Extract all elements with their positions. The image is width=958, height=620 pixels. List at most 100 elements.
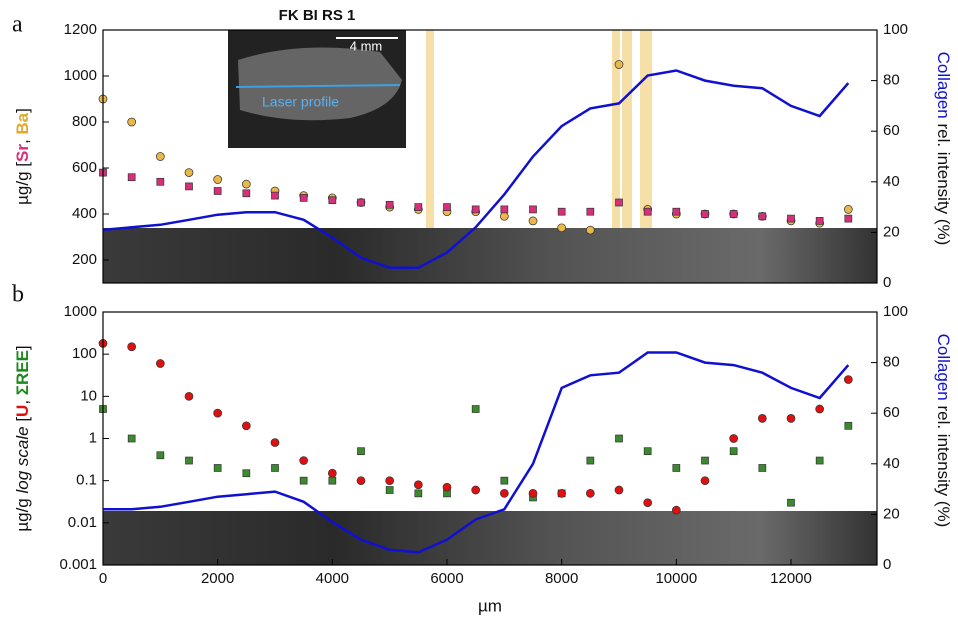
data-point (844, 214, 853, 223)
y2-tick-label: 100 (883, 21, 908, 38)
data-point (156, 177, 165, 186)
collagen-line (102, 69, 850, 270)
data-point (184, 168, 194, 177)
y2-axis-title-part: rel. intensity (%) (934, 401, 953, 528)
x-tick-label: 10000 (655, 570, 697, 587)
data-point (787, 498, 795, 507)
panel-label: b (12, 282, 24, 308)
bone-strip (103, 511, 877, 565)
data-point (615, 198, 623, 207)
data-point (815, 217, 824, 225)
highlight-bands (426, 30, 652, 228)
data-point (241, 179, 251, 189)
y-axis-title-part: µg/g [ (13, 162, 32, 205)
data-point (413, 480, 423, 490)
data-point (729, 434, 739, 443)
data-point (127, 117, 137, 127)
plot-frame (102, 29, 878, 284)
y-tick-label: 1200 (64, 21, 97, 38)
y-axis-title: µg/g log scale [U, ΣREE] (13, 345, 32, 531)
data-point (471, 205, 480, 214)
y2-tick-label: 40 (883, 173, 900, 190)
data-point (242, 189, 251, 198)
data-point (729, 447, 738, 456)
y-tick-label: 1 (89, 429, 97, 446)
data-point (184, 391, 194, 401)
x-tick-label: 0 (99, 570, 107, 587)
data-point (585, 225, 595, 235)
data-point (299, 194, 308, 202)
y2-tick-label: 20 (883, 505, 900, 522)
y-axis-title-part: ] (13, 108, 32, 113)
y-tick-label: 600 (72, 159, 97, 176)
data-point (701, 456, 709, 465)
data-point (471, 405, 480, 413)
y2-tick-label: 60 (883, 404, 900, 421)
y-tick-label: 800 (72, 113, 97, 130)
y2-tick-label: 80 (883, 72, 900, 89)
data-point (270, 438, 280, 447)
data-point (155, 359, 165, 368)
data-point (299, 476, 308, 485)
data-point (786, 414, 796, 423)
data-point (671, 505, 681, 515)
y-tick-label: 100 (72, 345, 97, 362)
y2-tick-label: 0 (883, 556, 891, 573)
data-point (213, 175, 223, 184)
data-point (557, 223, 567, 233)
data-point (471, 485, 481, 495)
y-axis-title-part: U (13, 405, 32, 417)
data-point (701, 210, 709, 218)
data-point (787, 214, 795, 223)
y-tick-label: 10 (80, 387, 97, 404)
data-point (185, 456, 193, 465)
data-point (213, 187, 222, 195)
data-point (615, 434, 623, 443)
data-point (156, 451, 165, 460)
data-point (155, 152, 165, 161)
data-point (843, 375, 853, 384)
panel-label: a (12, 12, 23, 38)
y-axis-title-part: ΣREE (13, 350, 32, 395)
y2-axis-title: Collagen rel. intensity (%) (934, 334, 953, 528)
data-point (271, 191, 279, 200)
data-point (241, 421, 251, 431)
data-point (385, 200, 394, 209)
x-tick-label: 4000 (316, 570, 349, 587)
data-point (843, 205, 853, 214)
data-point (758, 464, 767, 472)
y-axis-title-part: , (13, 395, 32, 404)
data-point (815, 456, 824, 465)
y-axis-title-part: µg/g (13, 494, 32, 532)
data-point (672, 464, 681, 472)
y2-axis-title-part: rel. intensity (%) (934, 119, 953, 246)
data-point (585, 489, 595, 498)
data-point (757, 414, 767, 423)
x-tick-label: 2000 (201, 570, 234, 587)
y-axis-title-part: log scale (13, 426, 32, 493)
y-tick-label: 0.001 (59, 556, 97, 573)
data-point (614, 60, 624, 69)
data-point (127, 434, 136, 443)
y-axis-title-part: , (13, 135, 32, 144)
y2-tick-label: 40 (883, 455, 900, 472)
data-point (356, 476, 366, 486)
y2-tick-label: 80 (883, 354, 900, 371)
data-point (758, 212, 767, 221)
y2-axis-title-part: Collagen (934, 52, 953, 119)
inset-scale: 4 mm (350, 38, 383, 53)
y2-tick-label: 0 (883, 274, 891, 291)
data-point (672, 207, 681, 216)
y-axis-title-part: Ba (13, 112, 32, 134)
y2-tick-label: 100 (883, 303, 908, 320)
data-point (213, 464, 222, 472)
data-point (500, 205, 509, 214)
y-axis-title: µg/g [Sr, Ba] (13, 108, 32, 205)
data-point (127, 173, 136, 182)
y-tick-label: 0.1 (76, 472, 97, 489)
y2-tick-label: 20 (883, 223, 900, 240)
y-tick-label: 1000 (64, 67, 97, 84)
y2-tick-label: 60 (883, 122, 900, 139)
data-point (414, 489, 423, 498)
